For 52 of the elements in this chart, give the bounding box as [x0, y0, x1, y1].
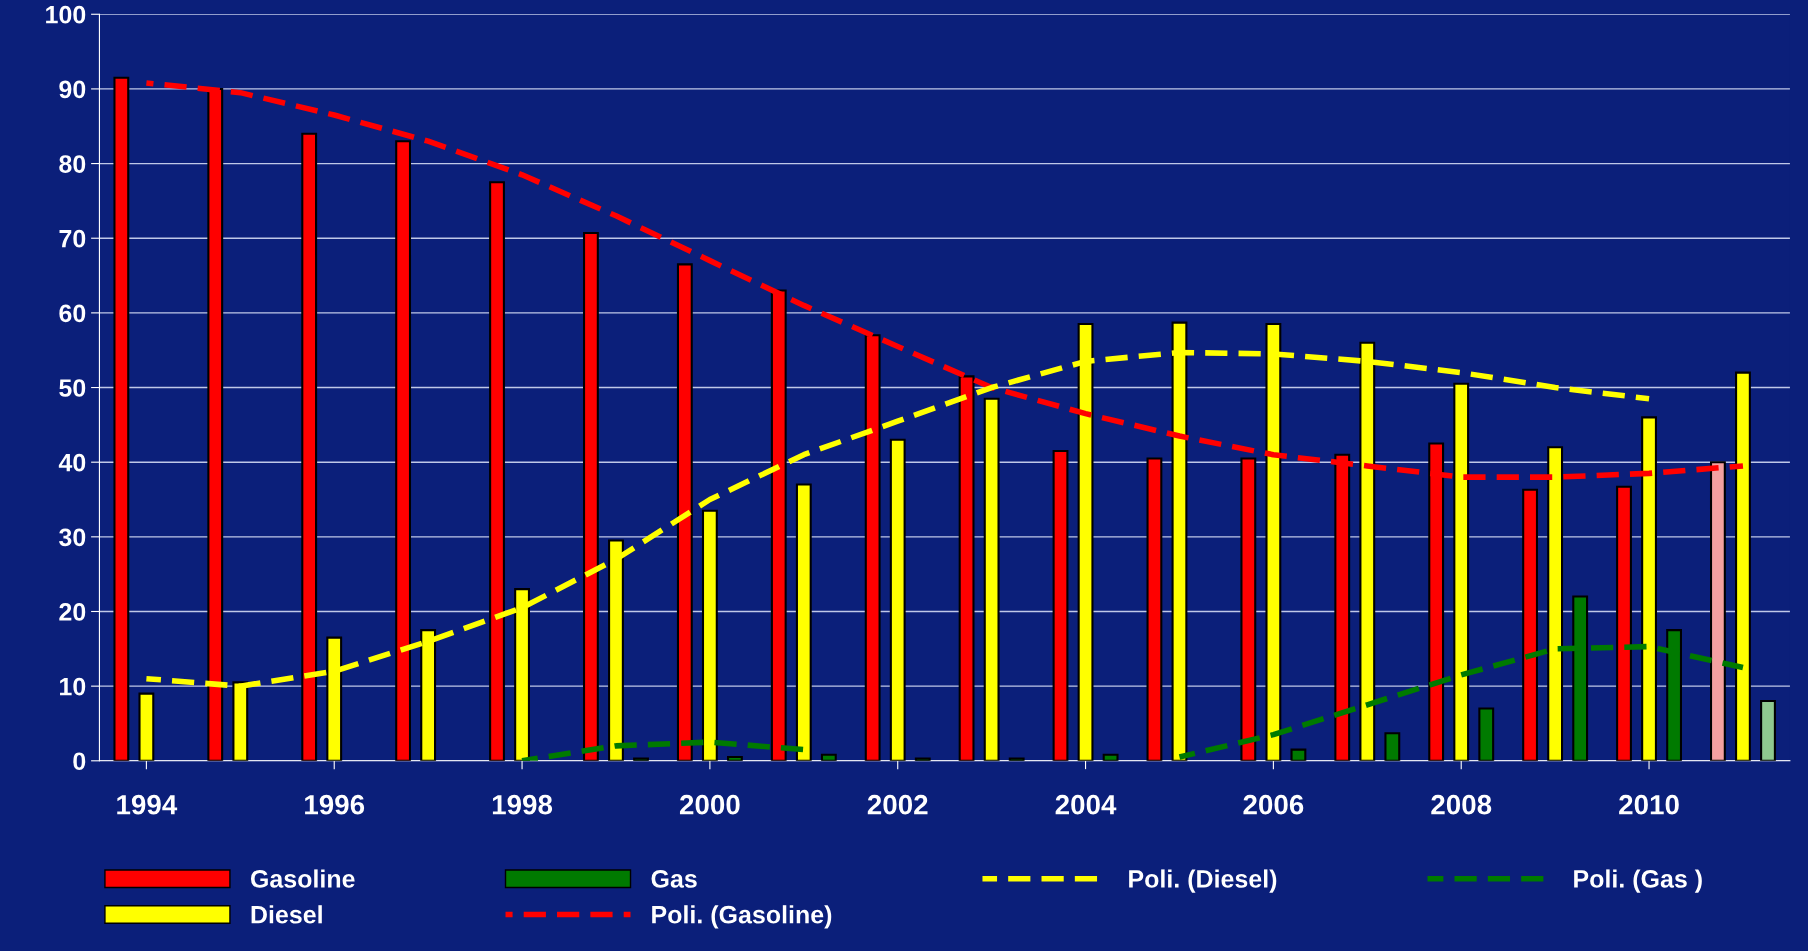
y-tick-label: 50: [59, 379, 86, 397]
bar: [795, 483, 812, 761]
bar: [1760, 700, 1776, 761]
bar: [1478, 707, 1495, 761]
x-tick-label: 2004: [1055, 794, 1117, 815]
bar: [138, 692, 155, 761]
bar: [1453, 382, 1470, 761]
legend-label: Gas: [651, 870, 697, 888]
y-tick-label: 90: [59, 80, 86, 99]
x-tick-label: 2006: [1243, 794, 1304, 815]
x-tick-label: 2010: [1619, 794, 1679, 815]
bar: [1384, 732, 1401, 761]
y-tick-label: 60: [59, 304, 86, 323]
y-tick-label: 20: [59, 603, 86, 621]
y-tick-label: 40: [58, 453, 86, 472]
bar: [820, 753, 837, 761]
bar: [1102, 753, 1119, 761]
bar: [676, 263, 693, 761]
bar: [983, 397, 1000, 761]
legend-label: Gasoline: [250, 869, 355, 888]
bar: [1641, 416, 1657, 761]
legend-label: Poli. (Diesel): [1129, 869, 1277, 893]
x-tick-label: 2002: [867, 794, 928, 815]
x-tick-label: 1996: [305, 794, 365, 815]
bar: [1290, 748, 1307, 761]
y-tick-label: 0: [73, 752, 86, 771]
bar: [113, 76, 130, 761]
bar: [489, 181, 505, 761]
bar: [1547, 446, 1564, 761]
x-tick-label: 2008: [1431, 794, 1492, 815]
bar: [889, 438, 906, 761]
legend-label: Poli. (Gasoline): [652, 905, 832, 929]
bar: [1616, 485, 1632, 761]
bar: [1146, 457, 1163, 761]
x-tick-label: 2000: [679, 794, 740, 815]
legend-label: Diesel: [251, 905, 322, 924]
bar: [1735, 371, 1751, 761]
y-tick-label: 100: [46, 5, 86, 24]
bar: [1240, 457, 1257, 761]
x-tick-label: 1998: [492, 794, 553, 815]
bar: [583, 231, 599, 761]
bar: [1052, 449, 1069, 761]
bar: [1522, 488, 1539, 761]
y-tick-label: 10: [60, 677, 86, 696]
x-tick-label: 1994: [117, 794, 178, 815]
bar: [1709, 461, 1726, 761]
y-tick-label: 30: [59, 528, 86, 547]
y-tick-label: 80: [59, 155, 86, 173]
y-tick-label: 70: [59, 229, 86, 248]
bar: [701, 509, 718, 761]
bar: [301, 132, 318, 761]
legend-label: Poli. (Gas ): [1574, 869, 1702, 893]
